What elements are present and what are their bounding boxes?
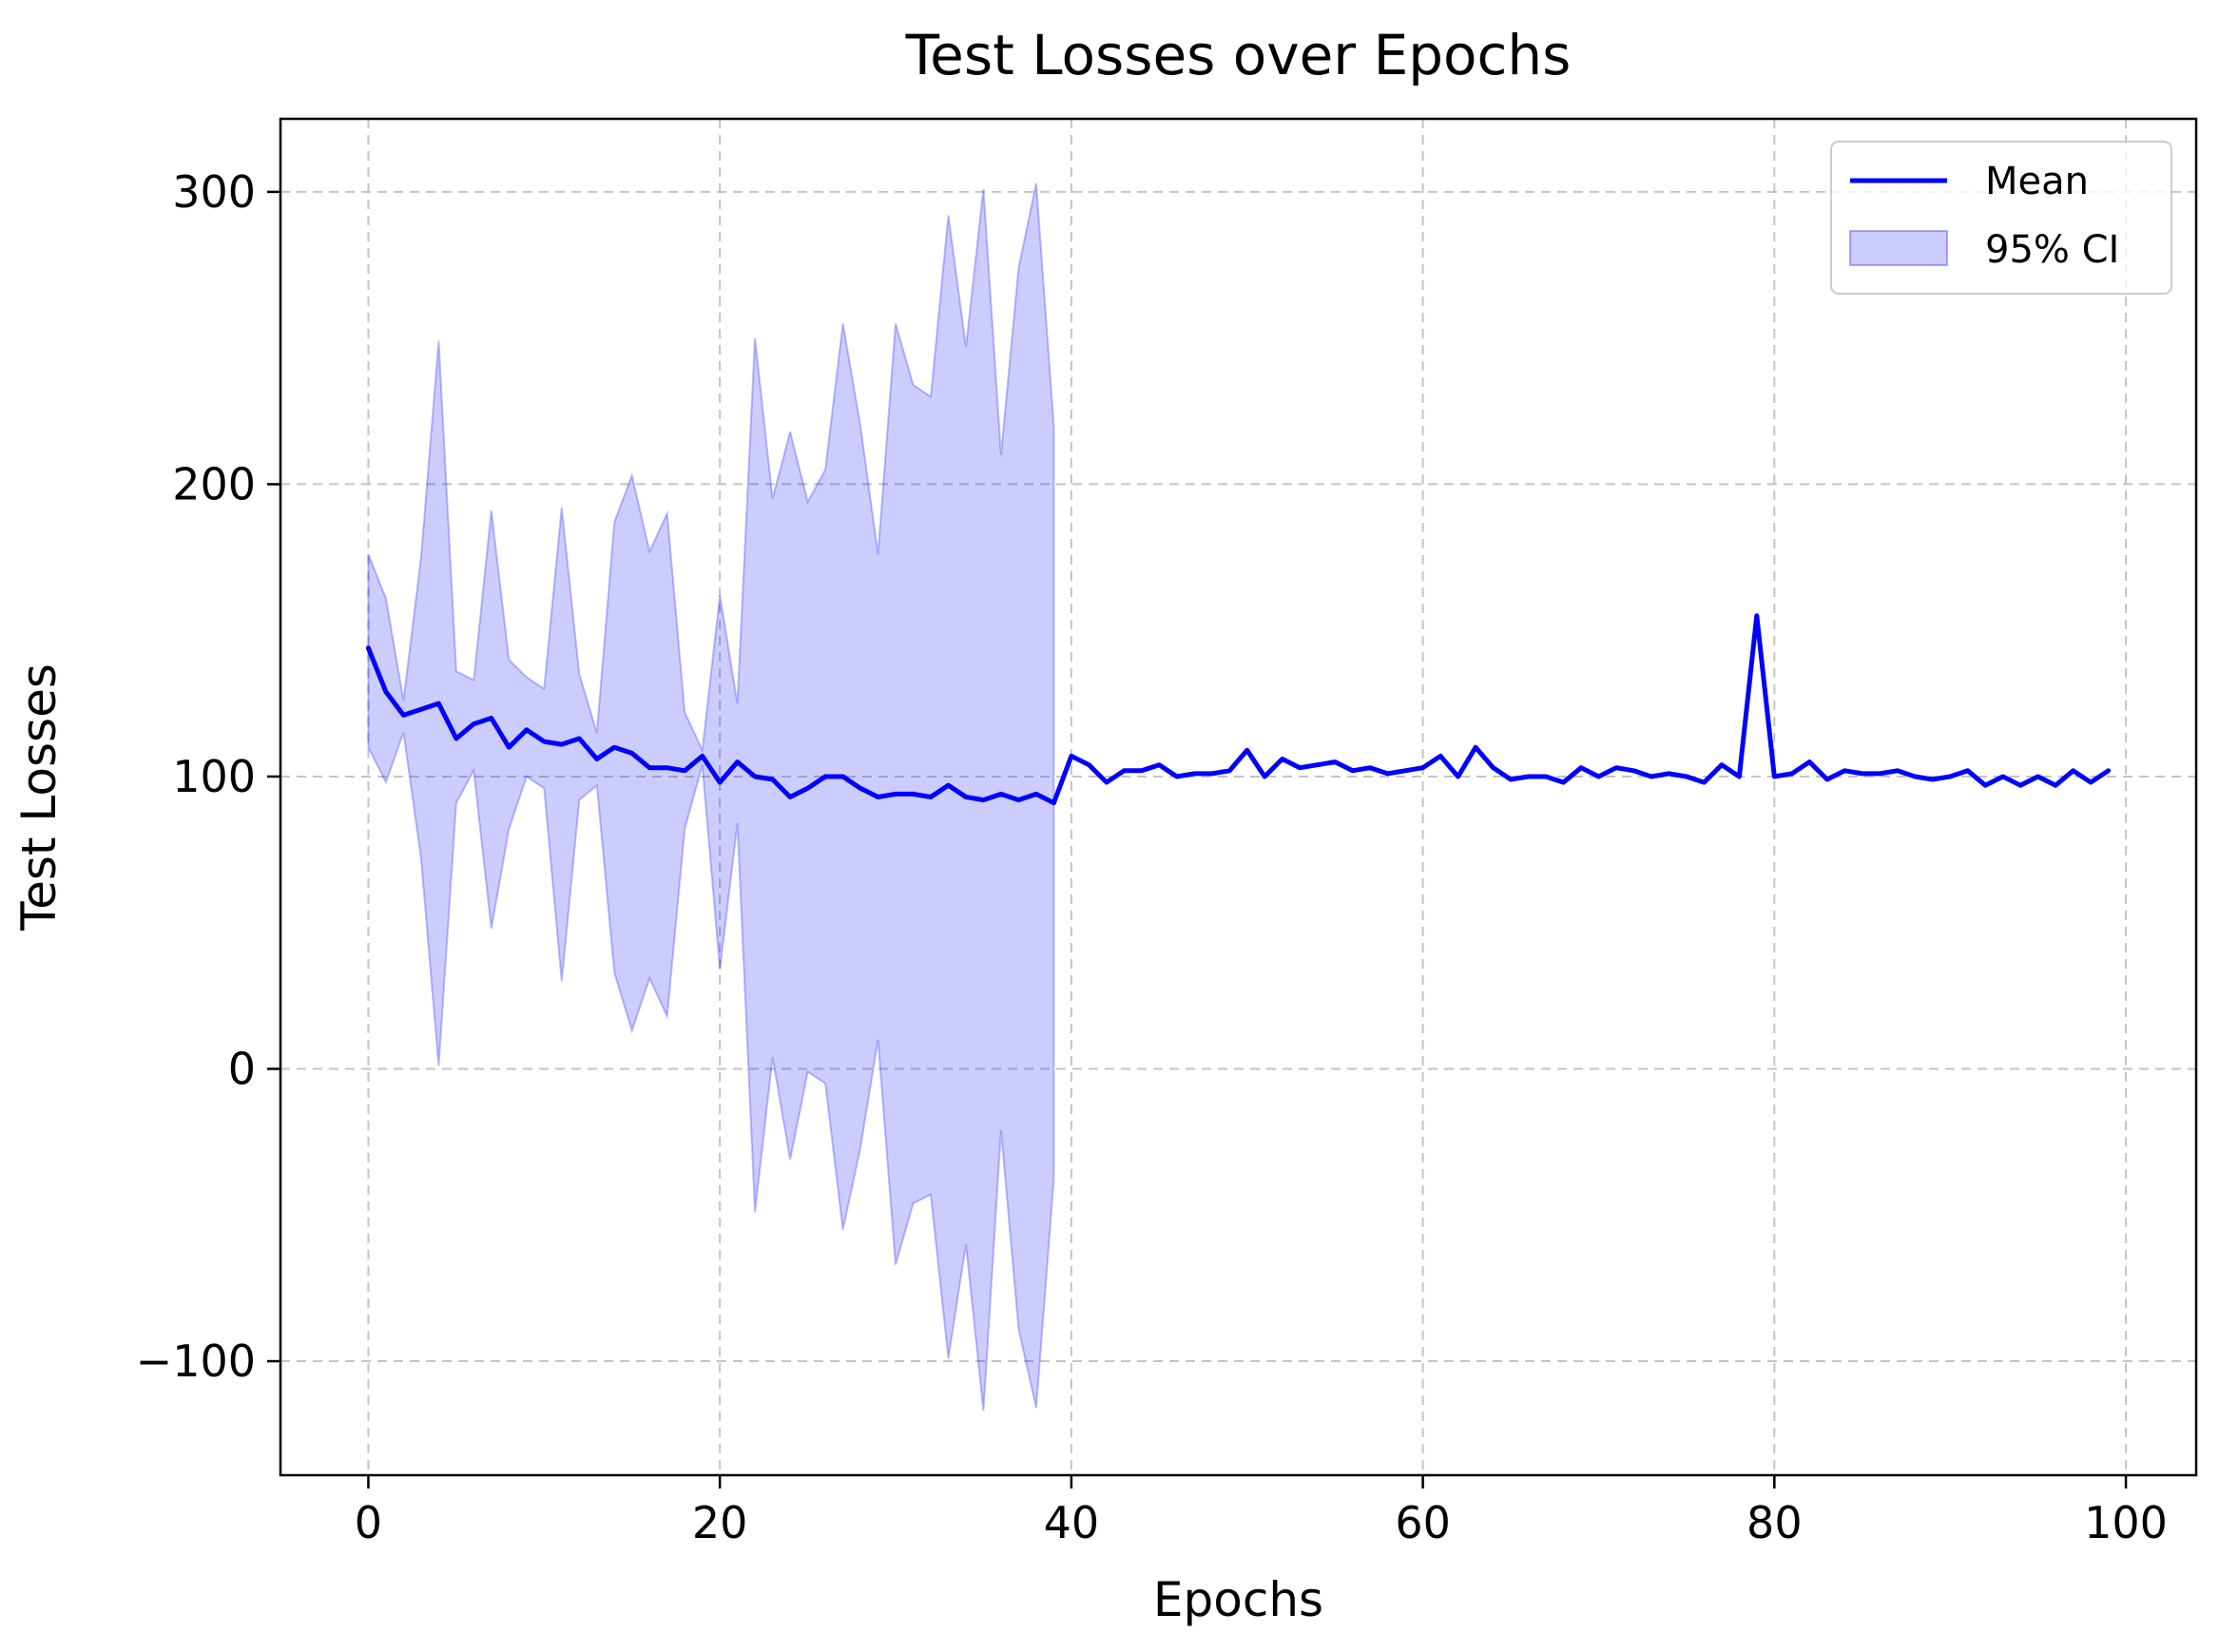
x-axis-label: Epochs	[1153, 1572, 1323, 1627]
y-tick-label: −100	[136, 1335, 256, 1387]
mean-series-line	[365, 613, 2112, 806]
legend: Mean 95% CI	[1830, 141, 2172, 295]
x-tick-label: 80	[1746, 1497, 1803, 1548]
legend-mean-label: Mean	[1985, 160, 2089, 203]
x-tick-label: 100	[2084, 1497, 2168, 1548]
ci-band	[367, 182, 1055, 1412]
y-axis-label: Test Losses	[11, 663, 67, 932]
x-tick-label: 60	[1395, 1497, 1451, 1548]
ci-area	[367, 182, 1055, 1412]
x-tick-label: 0	[355, 1497, 382, 1548]
x-tick-label: 40	[1044, 1497, 1100, 1548]
x-axis: 0 20 40 60 80 100	[355, 1475, 2168, 1548]
y-axis: −100 0 100 200 300	[136, 166, 280, 1387]
y-tick-label: 200	[172, 458, 256, 509]
y-tick-label: 300	[172, 166, 256, 218]
y-tick-label: 100	[172, 751, 256, 802]
chart-title: Test Losses over Epochs	[905, 23, 1572, 87]
legend-ci-label: 95% CI	[1985, 228, 2119, 272]
grid	[280, 119, 2196, 1475]
mean-line	[365, 613, 2112, 806]
x-tick-label: 20	[692, 1497, 748, 1548]
plot-frame	[279, 117, 2198, 1477]
legend-ci-swatch	[1849, 230, 1948, 266]
y-tick-label: 0	[228, 1044, 256, 1095]
